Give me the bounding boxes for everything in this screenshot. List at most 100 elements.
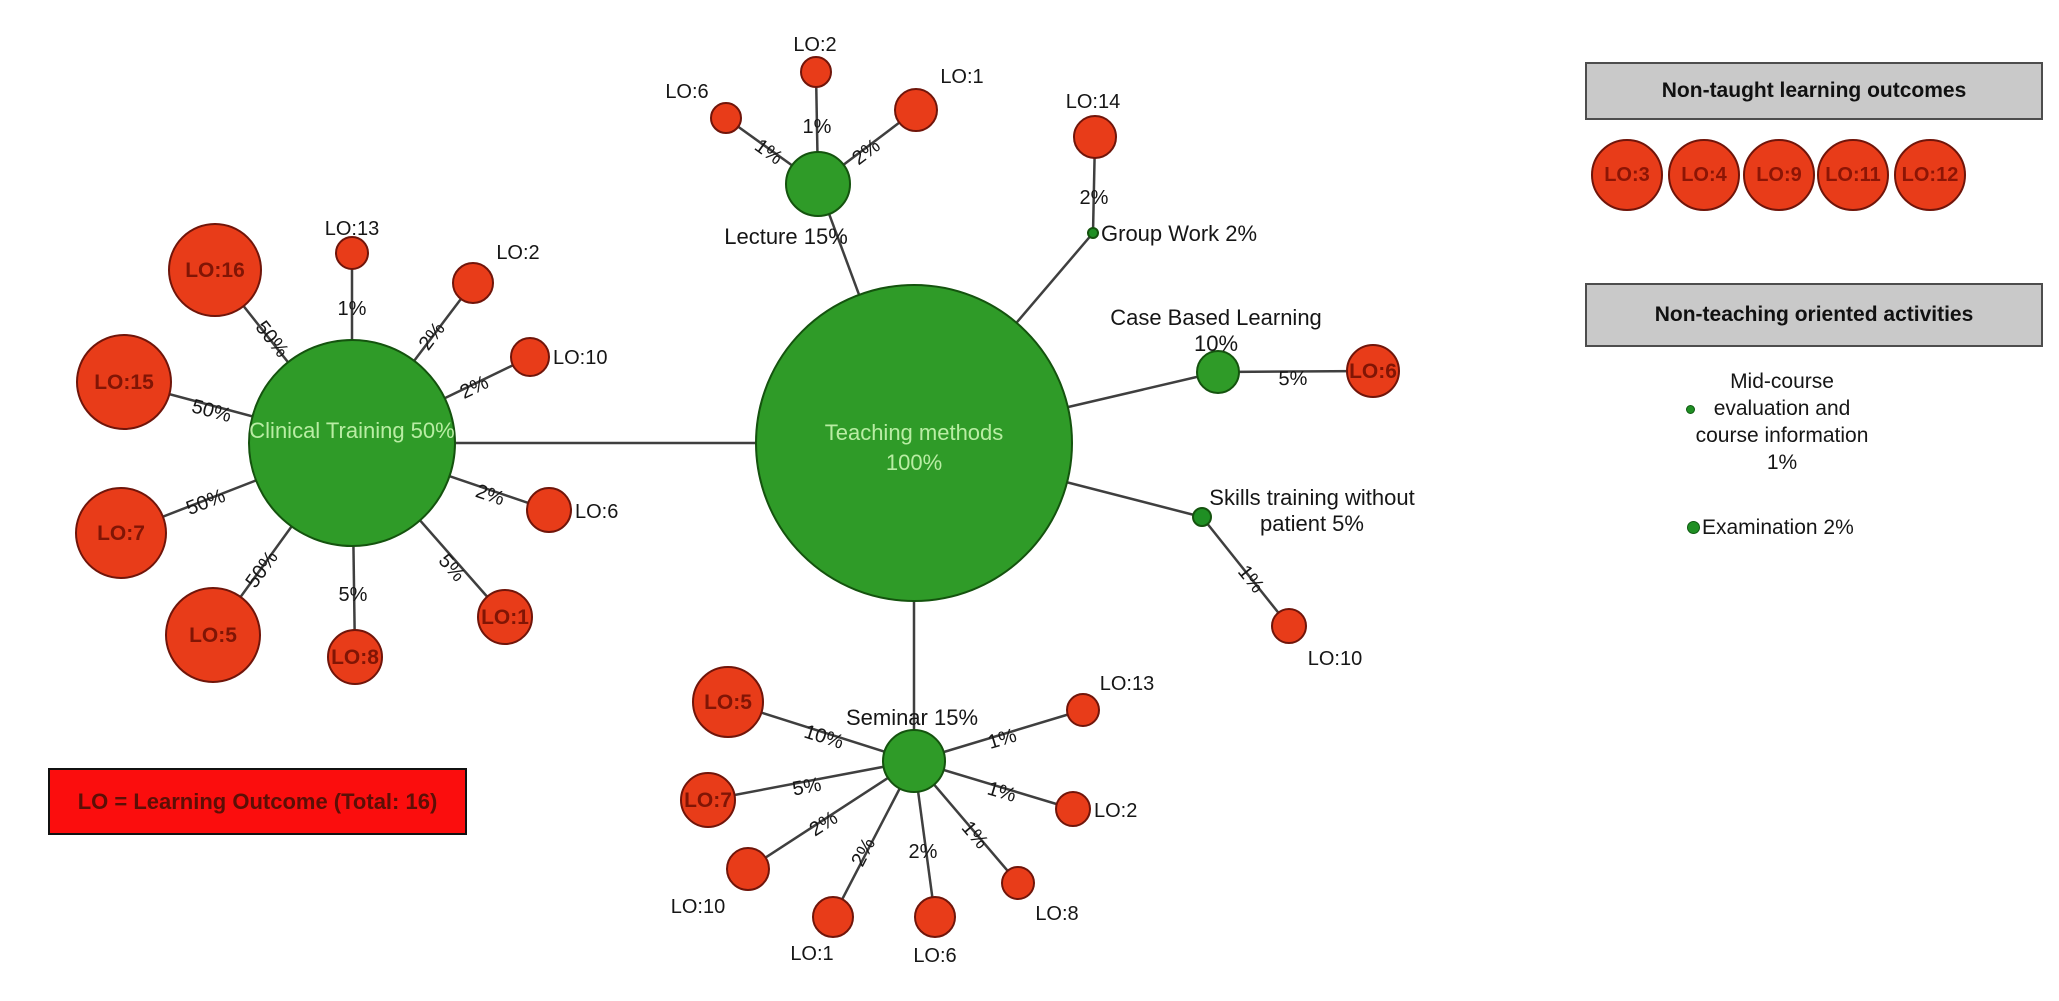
label-lo-5: LO:5 xyxy=(704,691,752,714)
label-seminar-15-: Seminar 15% xyxy=(846,705,978,730)
label-lo-8: LO:8 xyxy=(1035,903,1078,925)
node-c2 xyxy=(452,262,494,304)
edge-label-seminar-m6: 2% xyxy=(909,841,938,863)
edge-label-seminar-m5: 10% xyxy=(801,721,846,754)
node-clinical xyxy=(248,339,456,547)
node-l6 xyxy=(710,102,742,134)
node-m1 xyxy=(812,896,854,938)
label-lo-2: LO:2 xyxy=(496,242,539,264)
node-c13 xyxy=(335,236,369,270)
node-m8 xyxy=(1001,866,1035,900)
edge-label-seminar-m2: 1% xyxy=(985,778,1019,807)
label-case-based-learning: Case Based Learning xyxy=(1110,305,1322,330)
node-c1L xyxy=(477,589,533,645)
edge-label-lecture-l2: 1% xyxy=(803,116,832,138)
node-cbl xyxy=(1196,350,1240,394)
label-lo-6: LO:6 xyxy=(1349,360,1397,383)
edge-seminar-m10 xyxy=(747,759,915,871)
edge-label-seminar-m13: 1% xyxy=(985,724,1019,753)
node-cb6 xyxy=(1346,344,1400,398)
non-taught-legend-box: Non-taught learning outcomes xyxy=(1585,62,2043,120)
lo-abbreviation-legend-box: LO = Learning Outcome (Total: 16) xyxy=(48,768,467,835)
node-groupwork xyxy=(1087,227,1099,239)
chip-label: LO:12 xyxy=(1901,163,1959,186)
mid-course-line: course information xyxy=(1695,424,1869,447)
mid-course-line: 1% xyxy=(1766,451,1798,474)
label-lo-14: LO:14 xyxy=(1066,91,1120,113)
label-lo-6: LO:6 xyxy=(575,501,618,523)
edge-label-lecture-l1: 2% xyxy=(848,135,884,170)
node-c6L xyxy=(526,487,572,533)
label-patient-5-: patient 5% xyxy=(1260,511,1364,536)
label-lo-2: LO:2 xyxy=(793,34,836,56)
label-teaching-methods: Teaching methods xyxy=(825,420,1004,445)
non-taught-lo-chip: LO:4 xyxy=(1668,139,1740,211)
label-lo-13: LO:13 xyxy=(325,218,379,240)
label-lo-13: LO:13 xyxy=(1100,673,1154,695)
label-lo-6: LO:6 xyxy=(913,945,956,967)
non-taught-lo-chip: LO:12 xyxy=(1894,139,1966,211)
label-lo-7: LO:7 xyxy=(97,522,145,545)
node-c10 xyxy=(510,337,550,377)
label-lo-5: LO:5 xyxy=(189,624,237,647)
chip-label: LO:4 xyxy=(1681,163,1727,186)
label-lo-6: LO:6 xyxy=(665,81,708,103)
label-lo-2: LO:2 xyxy=(1094,800,1137,822)
node-m13 xyxy=(1066,693,1100,727)
node-l2 xyxy=(800,56,832,88)
label-lecture-15-: Lecture 15% xyxy=(724,224,848,249)
node-m2 xyxy=(1055,791,1091,827)
chip-label: LO:9 xyxy=(1756,163,1802,186)
node-m5 xyxy=(692,666,764,738)
label-lo-10: LO:10 xyxy=(1308,648,1362,670)
node-s10 xyxy=(1271,608,1307,644)
chip-label: LO:11 xyxy=(1825,163,1881,186)
edge-label-cbl-cb6: 5% xyxy=(1278,368,1307,390)
node-seminar xyxy=(882,729,946,793)
edge-label-clinical-c15: 50% xyxy=(189,395,234,427)
edge-label-clinical-c13: 1% xyxy=(338,298,367,320)
node-m10 xyxy=(726,847,770,891)
node-c7L xyxy=(75,487,167,579)
label-10-: 10% xyxy=(1194,331,1238,356)
label-lo-8: LO:8 xyxy=(331,646,379,669)
label-100-: 100% xyxy=(886,450,942,475)
label-lo-10: LO:10 xyxy=(671,896,725,918)
label-group-work-2-: Group Work 2% xyxy=(1101,221,1257,246)
label-lo-7: LO:7 xyxy=(684,789,732,812)
label-lo-1: LO:1 xyxy=(940,66,983,88)
label-lo-1: LO:1 xyxy=(790,943,833,965)
edge-seminar-m7 xyxy=(707,759,915,802)
node-c5L xyxy=(165,587,261,683)
edge-label-groupwork-l14: 2% xyxy=(1080,187,1109,209)
chip-label: LO:3 xyxy=(1604,163,1650,186)
node-lecture xyxy=(785,151,851,217)
non-taught-lo-chip: LO:9 xyxy=(1743,139,1815,211)
label-lo-16: LO:16 xyxy=(185,259,245,282)
node-skills xyxy=(1192,507,1212,527)
edge-label-clinical-c6L: 2% xyxy=(473,480,508,510)
edge-skills-s10 xyxy=(1201,516,1290,627)
node-l14 xyxy=(1073,115,1117,159)
non-taught-lo-chip: LO:11 xyxy=(1817,139,1889,211)
examination-dot-icon xyxy=(1687,521,1700,534)
edge-label-seminar-m7: 5% xyxy=(791,774,824,801)
lo-abbreviation-text: LO = Learning Outcome (Total: 16) xyxy=(77,788,438,814)
non-taught-lo-chip: LO:3 xyxy=(1591,139,1663,211)
mid-course-line: evaluation and xyxy=(1713,397,1851,420)
edge-label-clinical-c8L: 5% xyxy=(339,584,368,606)
label-lo-1: LO:1 xyxy=(481,606,529,629)
edge-label-clinical-c1L: 5% xyxy=(434,550,470,586)
node-c15 xyxy=(76,334,172,430)
node-c16 xyxy=(168,223,262,317)
edge-label-clinical-c7L: 50% xyxy=(183,485,228,520)
label-clinical-training-50-: Clinical Training 50% xyxy=(249,418,454,443)
edge-label-seminar-m1: 2% xyxy=(847,834,880,870)
non-taught-title: Non-taught learning outcomes xyxy=(1661,79,1967,102)
examination-activity-label: Examination 2% xyxy=(1702,516,1854,539)
node-m6 xyxy=(914,896,956,938)
node-m7 xyxy=(680,772,736,828)
label-skills-training-without: Skills training without xyxy=(1209,485,1414,510)
edge-label-clinical-c10: 2% xyxy=(457,371,493,403)
